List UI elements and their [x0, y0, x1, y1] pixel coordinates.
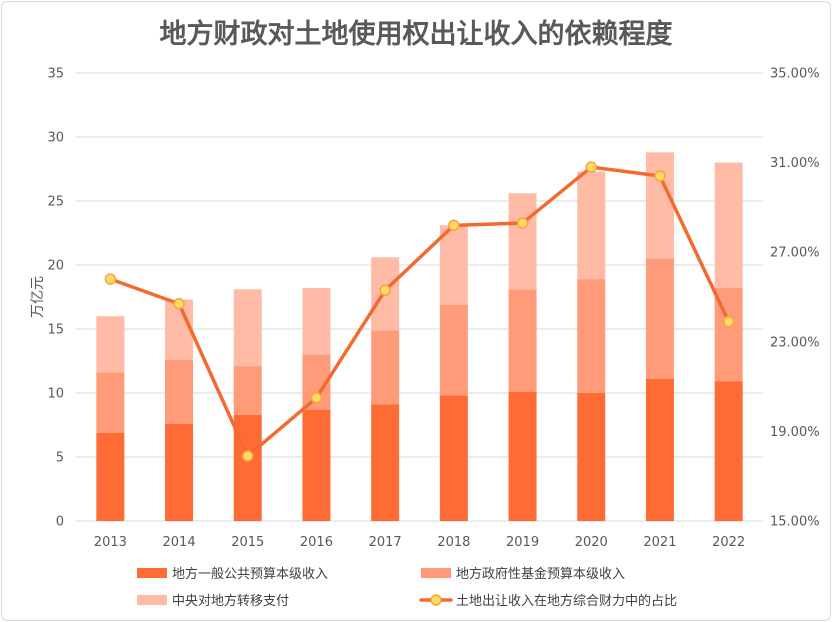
land-ratio-point-2022 [722, 315, 735, 328]
land-ratio-point-2013 [104, 273, 117, 285]
general-budget-bar-2020 [577, 393, 606, 521]
land-ratio-point-2015 [242, 450, 254, 462]
legend-item-transfer-payment: 中央对地方转移支付 [137, 593, 289, 609]
land-ratio-point-2019 [516, 217, 529, 229]
x-tick-label: 2021 [643, 535, 676, 550]
legend-label-general-budget: 地方一般公共预算本级收入 [172, 566, 328, 582]
legend-item-land-ratio: 土地出让收入在地方综合财力中的占比 [419, 593, 677, 609]
y2-tick-label: 27.00% [770, 246, 820, 261]
transfer-payment-bar-2019 [508, 193, 537, 290]
general-budget-bar-2013 [96, 432, 125, 521]
legend-swatch-general-budget [137, 568, 167, 578]
general-budget-bar-2022 [714, 381, 743, 521]
fund-budget-bar-2020 [577, 279, 606, 393]
general-budget-bar-2018 [439, 395, 468, 521]
land-ratio-point-2014 [173, 297, 185, 310]
x-tick-label: 2015 [231, 535, 264, 550]
fund-budget-bar-2015 [233, 366, 262, 415]
legend-item-general-budget: 地方一般公共预算本级收入 [137, 566, 328, 582]
fund-budget-bar-2021 [645, 258, 674, 379]
y2-tick-label: 31.00% [770, 156, 820, 171]
legend-swatch-transfer-payment [137, 595, 167, 605]
general-budget-bar-2019 [508, 391, 537, 521]
transfer-payment-bar-2015 [233, 289, 262, 367]
legend-marker-land-ratio [430, 594, 442, 606]
y-tick-label: 30 [47, 131, 64, 146]
general-budget-bar-2016 [302, 409, 331, 521]
land-ratio-point-2021 [654, 170, 666, 182]
fund-budget-bar-2019 [508, 289, 537, 392]
x-tick-label: 2019 [506, 535, 539, 550]
y-tick-label: 35 [47, 67, 64, 82]
transfer-payment-bar-2016 [302, 288, 331, 355]
x-tick-label: 2022 [712, 535, 745, 550]
y2-tick-label: 23.00% [770, 335, 820, 350]
x-tick-label: 2016 [300, 535, 333, 550]
legend: 地方一般公共预算本级收入 地方政府性基金预算本级收入 中央对地方转移支付 土地出… [137, 566, 677, 609]
x-tick-label: 2014 [163, 535, 196, 550]
legend-label-fund-budget: 地方政府性基金预算本级收入 [456, 566, 625, 582]
y2-tick-label: 19.00% [770, 425, 820, 440]
x-tick-label: 2017 [369, 535, 402, 550]
x-tick-label: 2013 [94, 535, 127, 550]
x-tick-label: 2020 [575, 535, 608, 550]
fund-budget-bar-2013 [96, 372, 125, 433]
legend-item-fund-budget: 地方政府性基金预算本级收入 [421, 566, 625, 582]
transfer-payment-bar-2020 [577, 171, 606, 280]
land-ratio-point-2017 [379, 284, 391, 297]
transfer-payment-bar-2013 [96, 316, 125, 373]
chart-title: 地方财政对土地使用权出让收入的依赖程度 [160, 18, 673, 50]
y-tick-label: 15 [47, 323, 64, 338]
land-ratio-series [104, 161, 735, 462]
x-axis-tick-labels: 2013 2014 2015 2016 2017 2018 2019 2020 2021 2022 [94, 535, 745, 550]
transfer-payment-bar-2018 [439, 225, 468, 305]
legend-label-transfer-payment: 中央对地方转移支付 [172, 593, 289, 609]
general-budget-bar-2021 [645, 378, 674, 521]
y-tick-label: 0 [56, 515, 64, 530]
y-tick-label: 25 [47, 195, 64, 210]
y2-tick-label: 15.00% [770, 515, 820, 530]
left-axis-tick-labels: 0 5 10 15 20 25 30 35 [47, 67, 64, 530]
y-axis-label: 万亿元 [30, 276, 46, 318]
y-tick-label: 5 [56, 451, 64, 466]
right-axis-tick-labels: 15.00% 19.00% 23.00% 27.00% 31.00% 35.00% [770, 67, 820, 530]
legend-swatch-fund-budget [421, 568, 451, 578]
x-tick-label: 2018 [437, 535, 470, 550]
land-ratio-point-2016 [310, 392, 323, 404]
y-tick-label: 20 [47, 259, 64, 274]
transfer-payment-bar-2022 [714, 162, 743, 289]
y2-tick-label: 35.00% [770, 67, 820, 82]
fund-budget-bar-2017 [371, 330, 400, 405]
transfer-payment-bar-2014 [165, 299, 194, 360]
transfer-payment-bar-2021 [645, 152, 674, 259]
land-ratio-line [108, 165, 731, 458]
land-ratio-point-2020 [585, 161, 597, 173]
general-budget-bar-2017 [371, 404, 400, 521]
fund-budget-bar-2014 [165, 359, 194, 424]
general-budget-bar-2014 [165, 423, 194, 521]
fund-budget-bar-2018 [439, 304, 468, 396]
legend-label-land-ratio: 土地出让收入在地方综合财力中的占比 [456, 593, 677, 609]
land-ratio-point-2018 [448, 219, 460, 232]
y-tick-label: 10 [47, 387, 64, 402]
